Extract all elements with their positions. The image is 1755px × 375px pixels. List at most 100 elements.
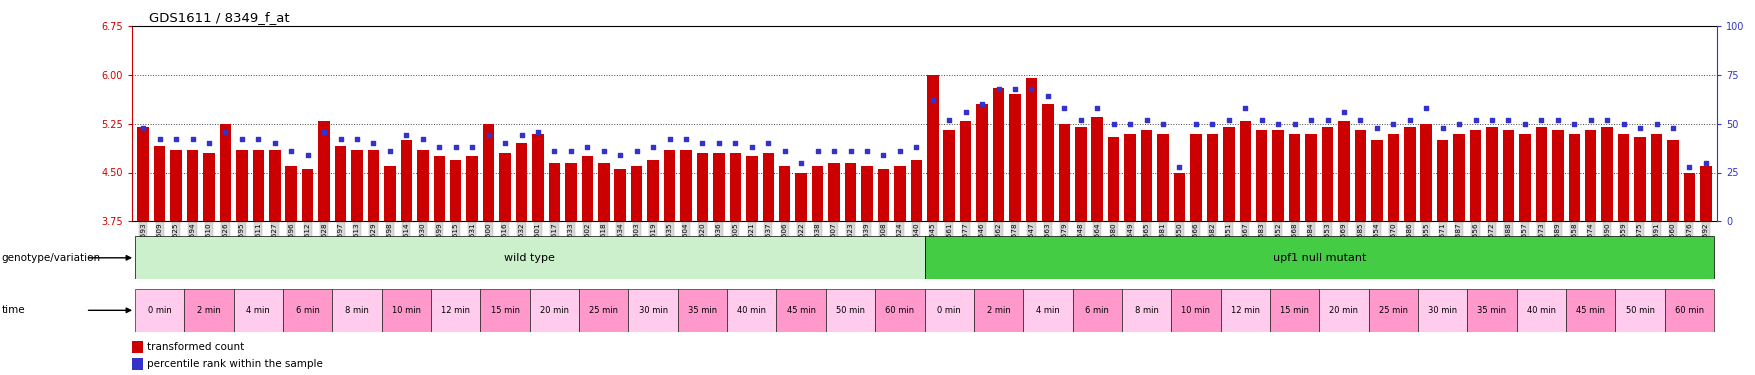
Point xyxy=(1460,117,1488,123)
Point xyxy=(491,140,519,146)
Point xyxy=(1214,117,1243,123)
Point xyxy=(869,152,897,158)
Point xyxy=(1395,117,1423,123)
Text: 25 min: 25 min xyxy=(1378,306,1408,315)
Bar xyxy=(923,236,1713,279)
Text: 35 min: 35 min xyxy=(1476,306,1506,315)
Bar xyxy=(135,289,184,332)
Bar xyxy=(1337,120,1350,221)
Point xyxy=(737,144,765,150)
Text: time: time xyxy=(2,305,25,315)
Point xyxy=(1297,117,1325,123)
Bar xyxy=(548,163,560,221)
Bar xyxy=(1223,127,1234,221)
Text: 40 min: 40 min xyxy=(737,306,765,315)
Bar xyxy=(1121,289,1171,332)
Point xyxy=(1641,121,1669,127)
Bar xyxy=(367,150,379,221)
Point xyxy=(804,148,832,154)
Point xyxy=(195,140,223,146)
Bar xyxy=(746,156,756,221)
Bar xyxy=(911,159,921,221)
Bar xyxy=(467,156,477,221)
Bar xyxy=(332,289,381,332)
Text: 30 min: 30 min xyxy=(639,306,667,315)
Bar xyxy=(1072,289,1121,332)
Bar xyxy=(318,120,330,221)
Text: 15 min: 15 min xyxy=(490,306,519,315)
Point xyxy=(458,144,486,150)
Bar xyxy=(1009,94,1020,221)
Point xyxy=(1411,105,1439,111)
Point xyxy=(688,140,716,146)
Bar xyxy=(1023,289,1072,332)
Text: upf1 null mutant: upf1 null mutant xyxy=(1272,253,1365,263)
Bar xyxy=(795,172,807,221)
Bar xyxy=(1665,140,1678,221)
Point xyxy=(951,109,979,115)
Bar xyxy=(1469,130,1481,221)
Bar xyxy=(530,289,579,332)
Bar xyxy=(1041,104,1053,221)
Point xyxy=(1165,164,1193,170)
Bar xyxy=(1322,127,1332,221)
Bar xyxy=(433,156,444,221)
Point xyxy=(311,129,339,135)
Bar xyxy=(1058,124,1069,221)
Bar xyxy=(1092,117,1102,221)
Bar xyxy=(483,124,495,221)
Bar xyxy=(1288,134,1300,221)
Point xyxy=(1362,124,1390,130)
Text: 2 min: 2 min xyxy=(986,306,1009,315)
Bar xyxy=(942,130,955,221)
Bar xyxy=(235,150,247,221)
Bar xyxy=(1304,134,1316,221)
Text: 4 min: 4 min xyxy=(246,306,270,315)
Point xyxy=(1527,117,1555,123)
Text: 4 min: 4 min xyxy=(1035,306,1060,315)
Point xyxy=(1609,121,1637,127)
Bar xyxy=(844,163,856,221)
Bar xyxy=(132,341,142,352)
Point xyxy=(391,132,419,138)
Bar xyxy=(384,166,395,221)
Bar xyxy=(828,163,839,221)
Bar xyxy=(135,236,923,279)
Bar xyxy=(1272,130,1283,221)
Bar xyxy=(1386,134,1399,221)
Bar xyxy=(498,153,511,221)
Point xyxy=(885,148,913,154)
Point xyxy=(1560,121,1588,127)
Point xyxy=(425,144,453,150)
Bar xyxy=(1371,140,1381,221)
Bar xyxy=(1353,130,1365,221)
Point xyxy=(902,144,930,150)
Point xyxy=(1016,86,1044,92)
Point xyxy=(260,140,288,146)
Text: 30 min: 30 min xyxy=(1427,306,1457,315)
Text: genotype/variation: genotype/variation xyxy=(2,253,100,263)
Text: 20 min: 20 min xyxy=(539,306,569,315)
Text: 8 min: 8 min xyxy=(346,306,369,315)
Point xyxy=(1313,117,1341,123)
Bar xyxy=(1172,172,1185,221)
Bar xyxy=(679,150,691,221)
Bar xyxy=(516,143,526,221)
Text: 60 min: 60 min xyxy=(885,306,914,315)
Point xyxy=(1346,117,1374,123)
Point xyxy=(1065,117,1093,123)
Bar xyxy=(1567,134,1580,221)
Bar xyxy=(1616,134,1629,221)
Bar xyxy=(154,147,165,221)
Point xyxy=(228,136,256,142)
Bar xyxy=(219,124,232,221)
Bar xyxy=(923,289,974,332)
Text: 0 min: 0 min xyxy=(147,306,172,315)
Bar xyxy=(1074,127,1086,221)
Point xyxy=(293,152,321,158)
Bar xyxy=(1107,137,1120,221)
Point xyxy=(655,136,683,142)
Bar xyxy=(283,289,332,332)
Bar xyxy=(302,169,314,221)
Bar xyxy=(286,166,297,221)
